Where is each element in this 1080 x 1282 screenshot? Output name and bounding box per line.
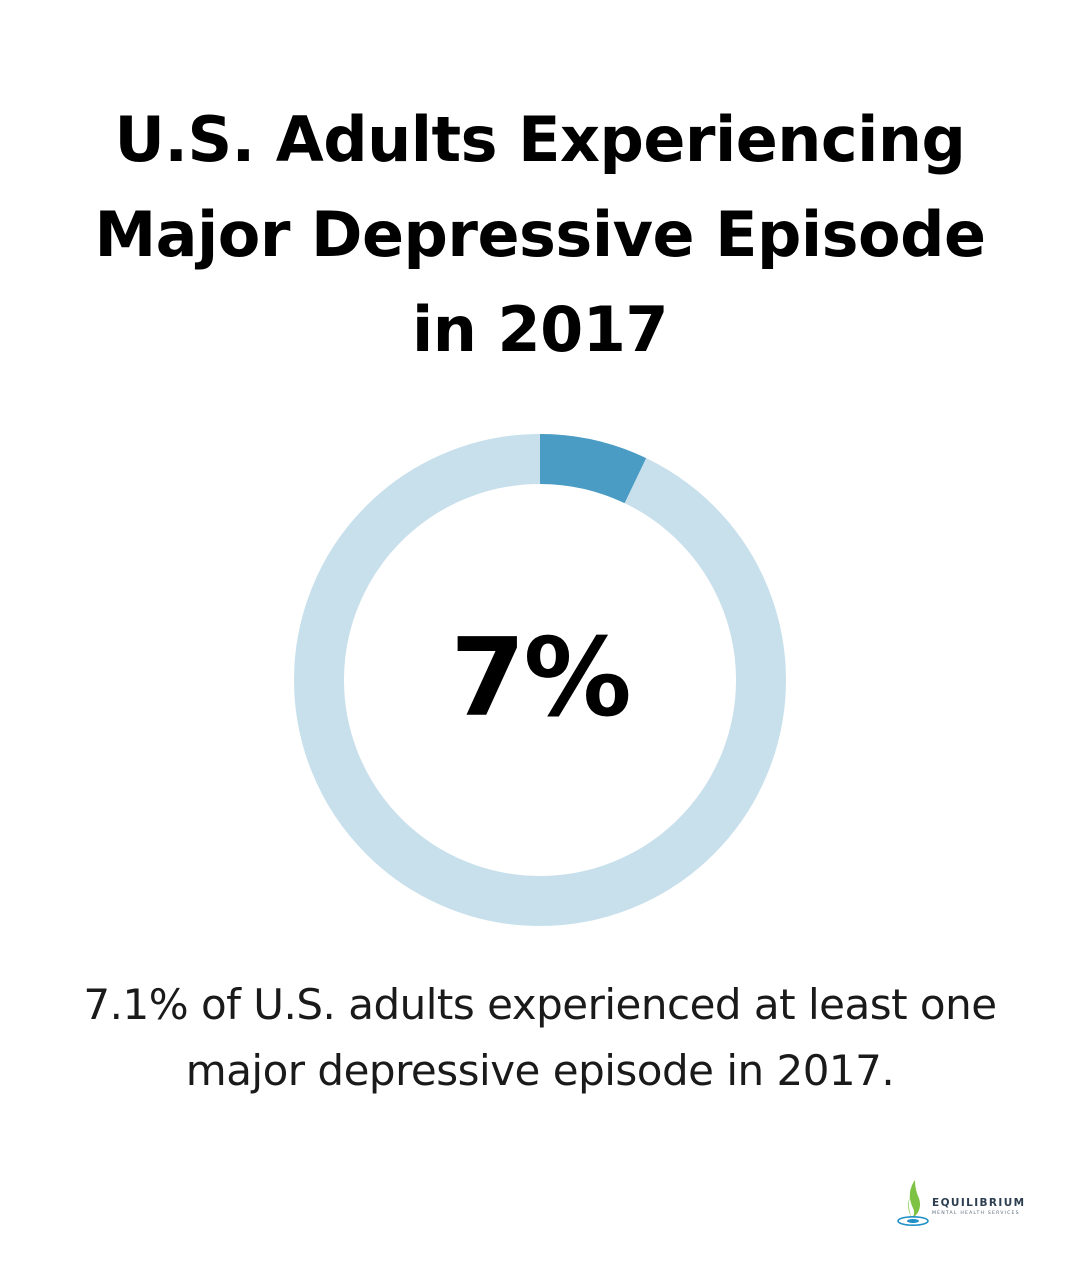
leaf-drop-icon — [897, 1180, 929, 1226]
donut-chart-svg — [294, 434, 786, 926]
brand-logo: EQUILIBRIUM MENTAL HEALTH SERVICES — [896, 1178, 1036, 1228]
donut-center-value: 7% — [450, 615, 631, 741]
title-line-3: in 2017 — [411, 293, 669, 366]
caption-line-2: major depressive episode in 2017. — [185, 1046, 895, 1095]
donut-slice-highlight — [540, 434, 647, 504]
caption: 7.1% of U.S. adults experienced at least… — [40, 972, 1040, 1104]
page-title: U.S. Adults Experiencing Major Depressiv… — [40, 92, 1040, 377]
title-line-1: U.S. Adults Experiencing — [114, 103, 966, 176]
logo-tagline: MENTAL HEALTH SERVICES — [932, 1211, 1020, 1216]
logo-name: EQUILIBRIUM — [932, 1197, 1026, 1209]
caption-line-1: 7.1% of U.S. adults experienced at least… — [83, 980, 997, 1029]
title-line-2: Major Depressive Episode — [94, 198, 986, 271]
donut-chart: 7% — [294, 434, 786, 926]
